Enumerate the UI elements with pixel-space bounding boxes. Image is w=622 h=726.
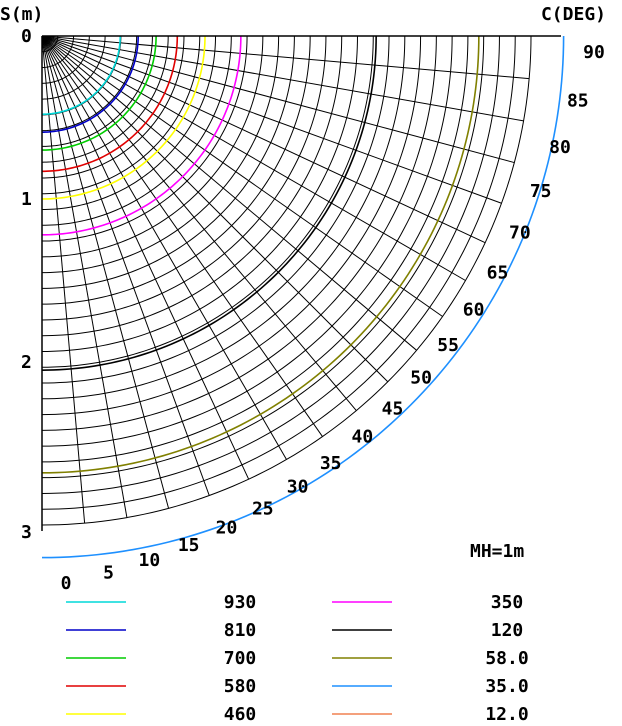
angle-tick-label: 10 xyxy=(139,550,161,571)
contour-580 xyxy=(42,36,179,173)
legend-label-120: 120 xyxy=(491,620,524,641)
angle-tick-label: 20 xyxy=(216,518,238,539)
isolux-contours xyxy=(42,36,565,559)
grid-radial-line xyxy=(41,35,443,317)
grid-radial-line xyxy=(41,35,502,204)
grid-radial-line xyxy=(41,35,524,122)
angle-tick-label: 45 xyxy=(382,398,404,419)
angle-tick-label: 50 xyxy=(410,368,432,389)
grid-radial-line xyxy=(41,35,170,509)
polar-grid xyxy=(41,35,532,526)
angle-tick-label: 5 xyxy=(103,563,114,584)
legend-label-700: 700 xyxy=(224,648,257,669)
legend-label-350: 350 xyxy=(491,592,524,613)
angle-tick-label: 60 xyxy=(463,300,485,321)
legend-label-35.0: 35.0 xyxy=(485,676,528,697)
radial-tick-label: 0 xyxy=(21,26,32,47)
grid-radial-line xyxy=(41,35,250,480)
radial-tick-label: 1 xyxy=(21,189,32,210)
grid-radial-line xyxy=(41,35,530,80)
legend-label-810: 810 xyxy=(224,620,257,641)
angle-tick-label: 40 xyxy=(352,427,374,448)
contour-930 xyxy=(42,36,122,116)
radial-tick-label: 2 xyxy=(21,352,32,373)
grid-radial-line xyxy=(41,35,86,524)
angle-tick-label: 35 xyxy=(320,453,342,474)
angle-tick-label: 0 xyxy=(61,573,72,594)
radial-tick-labels: 0 1 2 3 xyxy=(21,26,32,543)
angle-tick-label: 75 xyxy=(530,181,552,202)
angle-tick-label: 85 xyxy=(567,91,589,112)
grid-radial-line xyxy=(41,35,515,164)
legend-label-930: 930 xyxy=(224,592,257,613)
angle-tick-label: 70 xyxy=(509,223,531,244)
angle-tick-label: 25 xyxy=(252,498,274,519)
contour-35.0 xyxy=(42,36,565,559)
angle-tick-label: 15 xyxy=(178,535,200,556)
angle-tick-label: 55 xyxy=(437,335,459,356)
grid-radial-line xyxy=(41,35,210,496)
y-axis-title: S(m) xyxy=(0,4,43,25)
angle-tick-label: 65 xyxy=(487,262,509,283)
mounting-height-label: MH=1m xyxy=(470,541,524,562)
contour-120 xyxy=(42,36,377,371)
angle-axis-title: C(DEG) xyxy=(541,4,606,25)
contour-810 xyxy=(42,36,139,133)
contour-700 xyxy=(42,36,157,151)
legend-label-58.0: 58.0 xyxy=(485,648,528,669)
grid-radial-line xyxy=(41,35,357,411)
angle-tick-label: 90 xyxy=(583,42,605,63)
radial-tick-label: 3 xyxy=(21,522,32,543)
angle-tick-label: 80 xyxy=(549,137,571,158)
grid-radial-line xyxy=(41,35,287,460)
grid-radial-line xyxy=(41,35,128,518)
grid-radial-line xyxy=(41,35,323,437)
grid-radial-line xyxy=(41,35,466,281)
axes xyxy=(41,35,561,531)
legend-label-460: 460 xyxy=(224,704,257,725)
grid-radial-line xyxy=(41,35,389,383)
grid-radial-line xyxy=(41,35,486,244)
grid-radial-line xyxy=(41,35,417,351)
angle-tick-label: 30 xyxy=(287,477,309,498)
contour-58.0 xyxy=(42,36,480,474)
contour-350 xyxy=(42,36,242,236)
legend: 930 810 700 580 460 350 120 58.0 35.0 12.0 xyxy=(66,592,529,725)
legend-label-580: 580 xyxy=(224,676,257,697)
contour-460 xyxy=(42,36,206,200)
legend-label-12.0: 12.0 xyxy=(485,704,528,725)
